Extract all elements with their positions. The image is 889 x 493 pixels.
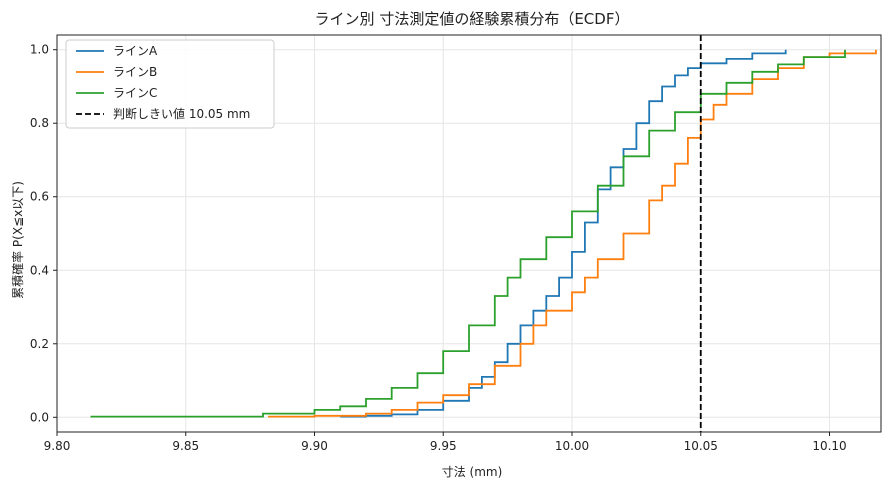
x-tick-label: 10.10 bbox=[812, 439, 846, 453]
series-line-1 bbox=[340, 49, 787, 418]
y-tick-label: 0.8 bbox=[30, 116, 49, 130]
legend-label: ラインC bbox=[113, 86, 157, 100]
plot-area bbox=[90, 35, 877, 432]
y-tick-label: 0.0 bbox=[30, 410, 49, 424]
plot-frame bbox=[56, 34, 882, 433]
y-axis: 0.0 0.2 0.4 0.6 0.8 1.0 bbox=[30, 43, 57, 424]
series-line-3 bbox=[90, 49, 846, 418]
chart-title: ライン別 寸法測定値の経験累積分布（ECDF） bbox=[315, 10, 630, 28]
x-tick-label: 9.80 bbox=[44, 439, 71, 453]
legend: ラインA ラインB ラインC 判断しきい値 10.05 mm bbox=[65, 39, 275, 129]
y-tick-label: 1.0 bbox=[30, 43, 49, 57]
x-tick-label: 9.95 bbox=[430, 439, 457, 453]
legend-label: ラインA bbox=[113, 44, 158, 58]
y-tick-label: 0.6 bbox=[30, 190, 49, 204]
x-tick-label: 10.05 bbox=[684, 439, 718, 453]
x-tick-label: 9.90 bbox=[301, 439, 328, 453]
x-tick-label: 9.85 bbox=[172, 439, 199, 453]
y-tick-label: 0.2 bbox=[30, 337, 49, 351]
y-tick-label: 0.4 bbox=[30, 263, 49, 277]
x-axis: 9.80 9.85 9.90 9.95 10.00 10.05 10.10 bbox=[44, 432, 847, 453]
legend-label: 判断しきい値 10.05 mm bbox=[113, 106, 250, 121]
legend-box bbox=[65, 39, 275, 129]
legend-label: ラインB bbox=[113, 65, 157, 79]
x-tick-label: 10.00 bbox=[555, 439, 589, 453]
x-axis-label: 寸法 (mm) bbox=[442, 465, 503, 479]
y-axis-label: 累積確率 P(X≦x以下) bbox=[10, 181, 25, 299]
series-line-2 bbox=[268, 49, 877, 418]
